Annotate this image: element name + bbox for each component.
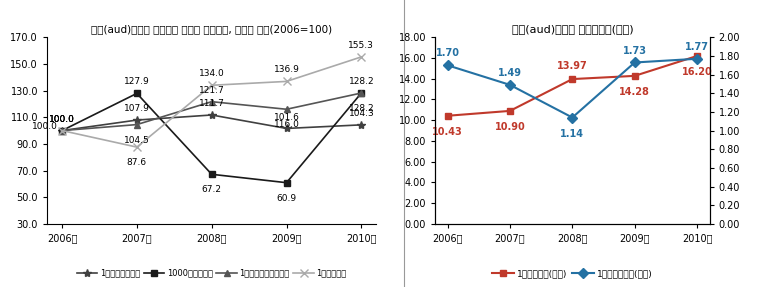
Text: 128.2: 128.2	[349, 77, 374, 86]
1인당매출액(역원)	[692, 54, 702, 58]
1000명당특허수	[281, 181, 291, 185]
Text: 134.0: 134.0	[199, 69, 224, 78]
Text: 1.77: 1.77	[685, 42, 709, 52]
Line: 1인당매출액(역원): 1인당매출액(역원)	[444, 53, 701, 119]
1인당부가가치(역원)	[568, 116, 577, 119]
1인당매출액	[132, 146, 142, 149]
1인당부가가치생산성	[132, 123, 142, 126]
Text: 100.0: 100.0	[49, 115, 75, 124]
1인당매출액(역원)	[505, 109, 514, 113]
Text: 1.14: 1.14	[561, 129, 584, 139]
1인당연구개발비	[132, 118, 142, 122]
1인당연구개발비	[57, 129, 67, 132]
1인당연구개발비	[281, 127, 291, 130]
Text: 16.20: 16.20	[681, 67, 713, 77]
Text: 121.7: 121.7	[199, 86, 224, 95]
Text: 1.49: 1.49	[498, 68, 522, 78]
1000명당특허수	[207, 172, 216, 176]
Text: 10.90: 10.90	[495, 122, 525, 132]
1인당부가가치생산성	[207, 100, 216, 103]
Text: 100.0: 100.0	[32, 122, 58, 131]
Text: 116.0: 116.0	[274, 120, 299, 129]
Text: 101.6: 101.6	[274, 113, 299, 121]
Text: 127.9: 127.9	[124, 77, 150, 86]
1인당부가가치생산성	[281, 108, 291, 111]
1인당부가가치(역원)	[692, 57, 702, 61]
Text: 100.0: 100.0	[49, 115, 75, 124]
1000명당특허수	[57, 129, 67, 132]
1인당매출액	[357, 55, 366, 59]
1인당매출액(역원)	[568, 77, 577, 81]
1인당매출액(역원)	[630, 74, 640, 77]
Legend: 1인당매출액(역원), 1인당부가가치(역원): 1인당매출액(역원), 1인당부가가치(역원)	[488, 266, 656, 282]
Text: 104.3: 104.3	[348, 109, 374, 118]
Text: 111.7: 111.7	[198, 99, 225, 108]
Text: 107.9: 107.9	[124, 104, 150, 113]
Line: 1인당매출액: 1인당매출액	[58, 53, 365, 151]
1인당연구개발비	[207, 113, 216, 117]
Text: 136.9: 136.9	[274, 65, 299, 74]
1인당매출액	[281, 80, 291, 83]
1인당부가가치(역원)	[505, 83, 514, 87]
1인당부가가치생산성	[57, 129, 67, 132]
Title: 외감(aud)기업의 연구개발 투입과 지식산출, 경제적 성과(2006=100): 외감(aud)기업의 연구개발 투입과 지식산출, 경제적 성과(2006=10…	[91, 24, 332, 34]
Legend: 1인당연구개발비, 1000명당특허수, 1인당부가가치생산성, 1인당매출액: 1인당연구개발비, 1000명당특허수, 1인당부가가치생산성, 1인당매출액	[74, 265, 350, 281]
Text: 10.43: 10.43	[432, 127, 463, 137]
1인당부가가치(역원)	[630, 61, 640, 64]
Line: 1인당부가가치(역원): 1인당부가가치(역원)	[444, 55, 701, 121]
Text: 60.9: 60.9	[277, 194, 296, 203]
Text: 100.0: 100.0	[49, 115, 75, 124]
1인당부가가치(역원)	[443, 64, 452, 67]
1인당매출액	[57, 129, 67, 132]
Text: 1.70: 1.70	[436, 48, 459, 58]
Text: 67.2: 67.2	[201, 185, 222, 194]
Line: 1000명당특허수: 1000명당특허수	[59, 90, 365, 186]
Line: 1인당부가가치생산성: 1인당부가가치생산성	[59, 90, 365, 134]
Text: 155.3: 155.3	[348, 41, 374, 50]
1인당매출액(역원)	[443, 114, 452, 117]
Text: 87.6: 87.6	[127, 158, 147, 167]
Title: 외감(aud)기업의 노동생산성(금액): 외감(aud)기업의 노동생산성(금액)	[511, 24, 633, 34]
Text: 1.73: 1.73	[622, 46, 647, 56]
Text: 14.28: 14.28	[619, 87, 650, 97]
1인당연구개발비	[357, 123, 366, 127]
1000명당특허수	[132, 92, 142, 95]
Text: 128.2: 128.2	[349, 104, 374, 113]
1인당부가가치생산성	[357, 91, 366, 95]
Text: 13.97: 13.97	[557, 61, 588, 71]
Line: 1인당연구개발비: 1인당연구개발비	[58, 111, 365, 135]
Text: 104.5: 104.5	[124, 136, 150, 145]
1000명당특허수	[357, 91, 366, 95]
1인당매출액	[207, 84, 216, 87]
